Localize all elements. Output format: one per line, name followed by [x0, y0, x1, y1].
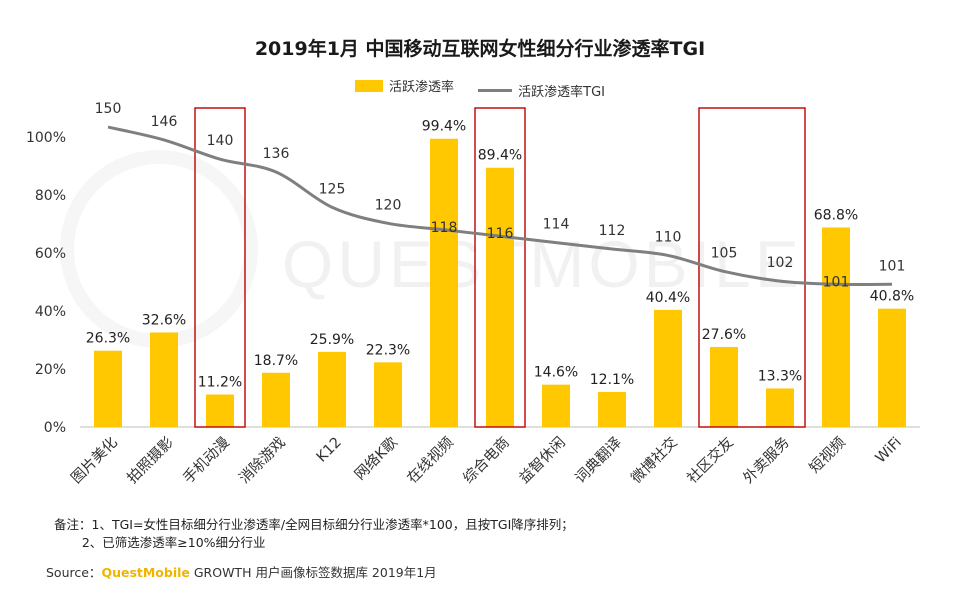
bar — [374, 362, 402, 427]
legend-swatch-bar — [354, 79, 383, 92]
tgi-value-label: 125 — [319, 181, 346, 197]
bar — [878, 308, 906, 427]
tgi-value-label: 120 — [375, 197, 402, 213]
y-tick-label: 60% — [35, 246, 66, 262]
x-tick-label: 短视频 — [806, 433, 849, 476]
bar — [766, 388, 794, 427]
bar-value-label: 14.6% — [534, 365, 578, 381]
x-tick-label: K12 — [314, 435, 345, 466]
x-tick-label: 图片美化 — [68, 434, 121, 487]
bar — [654, 309, 682, 427]
tgi-value-label: 140 — [207, 133, 234, 149]
tgi-value-label: 112 — [599, 223, 626, 239]
bar-value-label: 99.4% — [422, 119, 466, 135]
legend-label-line: 活跃渗透率TGI — [518, 84, 605, 100]
highlight-box — [474, 107, 526, 428]
highlight-box — [194, 107, 246, 428]
x-tick-label: 社区交友 — [683, 433, 737, 487]
footnote-1: 备注：1、TGI=女性目标细分行业渗透率/全网目标细分行业渗透率*100，且按T… — [54, 517, 574, 532]
bar — [430, 138, 458, 428]
y-tick-label: 80% — [35, 188, 66, 204]
x-tick-label: 消除游戏 — [236, 434, 289, 487]
bar-value-label: 12.1% — [590, 372, 634, 388]
x-tick-label: 词典翻译 — [572, 433, 625, 486]
bar-value-label: 11.2% — [198, 375, 242, 391]
x-tick-label: 外卖服务 — [740, 434, 793, 487]
footnote-2: 2、已筛选渗透率≥10%细分行业 — [54, 535, 266, 550]
source-prefix: Source： — [46, 565, 102, 580]
tgi-line — [107, 125, 893, 287]
tgi-value-label: 116 — [487, 226, 514, 242]
tgi-value-label: 146 — [151, 114, 178, 130]
bar-value-label: 25.9% — [310, 332, 354, 348]
x-tick-label: 网络K歌 — [351, 433, 401, 483]
legend-label-bar: 活跃渗透率 — [388, 80, 454, 95]
y-tick-label: 100% — [26, 130, 66, 146]
y-tick-label: 0% — [44, 420, 66, 436]
x-tick-label: 手机动漫 — [180, 434, 233, 487]
bar — [206, 394, 234, 427]
bar-value-label: 40.4% — [646, 290, 690, 306]
x-tick-label: 综合电商 — [460, 434, 513, 487]
bar — [710, 346, 738, 427]
tgi-value-label: 110 — [655, 229, 682, 245]
tgi-value-label: 150 — [95, 101, 122, 117]
x-tick-label: WiFi — [873, 435, 905, 467]
bar-value-label: 89.4% — [478, 148, 522, 164]
tgi-value-label: 114 — [543, 217, 570, 233]
tgi-value-label: 102 — [767, 255, 794, 271]
bar-value-label: 22.3% — [366, 342, 410, 358]
tgi-value-label: 118 — [431, 220, 458, 236]
tgi-value-label: 105 — [711, 245, 738, 261]
chart-title: 2019年1月 中国移动互联网女性细分行业渗透率TGI — [254, 38, 706, 60]
legend: 活跃渗透率 活跃渗透率TGI — [0, 76, 960, 100]
source-suffix: GROWTH 用户画像标签数据库 2019年1月 — [189, 565, 437, 580]
bar-value-label: 32.6% — [142, 312, 186, 328]
tgi-value-label: 101 — [879, 258, 906, 274]
bar-value-label: 40.8% — [870, 289, 914, 305]
bar — [150, 332, 178, 427]
y-tick-label: 40% — [35, 304, 66, 320]
bar-value-label: 26.3% — [86, 331, 130, 347]
bar-value-label: 18.7% — [254, 353, 298, 369]
source-brand: QuestMobile — [101, 565, 190, 580]
tgi-value-label: 101 — [823, 274, 850, 290]
legend-item-bar: 活跃渗透率 — [354, 76, 454, 95]
bar — [486, 167, 514, 428]
x-tick-label: 微博社交 — [627, 433, 681, 487]
bar — [542, 384, 570, 427]
bar — [822, 227, 850, 427]
bar-value-label: 13.3% — [758, 368, 802, 384]
bar — [94, 350, 122, 427]
bar — [598, 391, 626, 427]
bar — [318, 351, 346, 427]
x-tick-label: 拍照摄影 — [124, 434, 177, 487]
tgi-value-label: 136 — [263, 146, 290, 162]
x-tick-label: 益智休闲 — [516, 434, 569, 487]
source-line: Source：QuestMobile GROWTH 用户画像标签数据库 2019… — [46, 562, 437, 581]
legend-swatch-line — [478, 88, 513, 92]
bar-value-label: 68.8% — [814, 207, 858, 223]
x-tick-label: 在线视频 — [404, 433, 457, 486]
y-tick-label: 20% — [35, 362, 66, 378]
bar-value-label: 27.6% — [702, 327, 746, 343]
legend-item-line: 活跃渗透率TGI — [478, 81, 605, 100]
highlight-box — [698, 107, 806, 428]
bar — [262, 372, 290, 427]
